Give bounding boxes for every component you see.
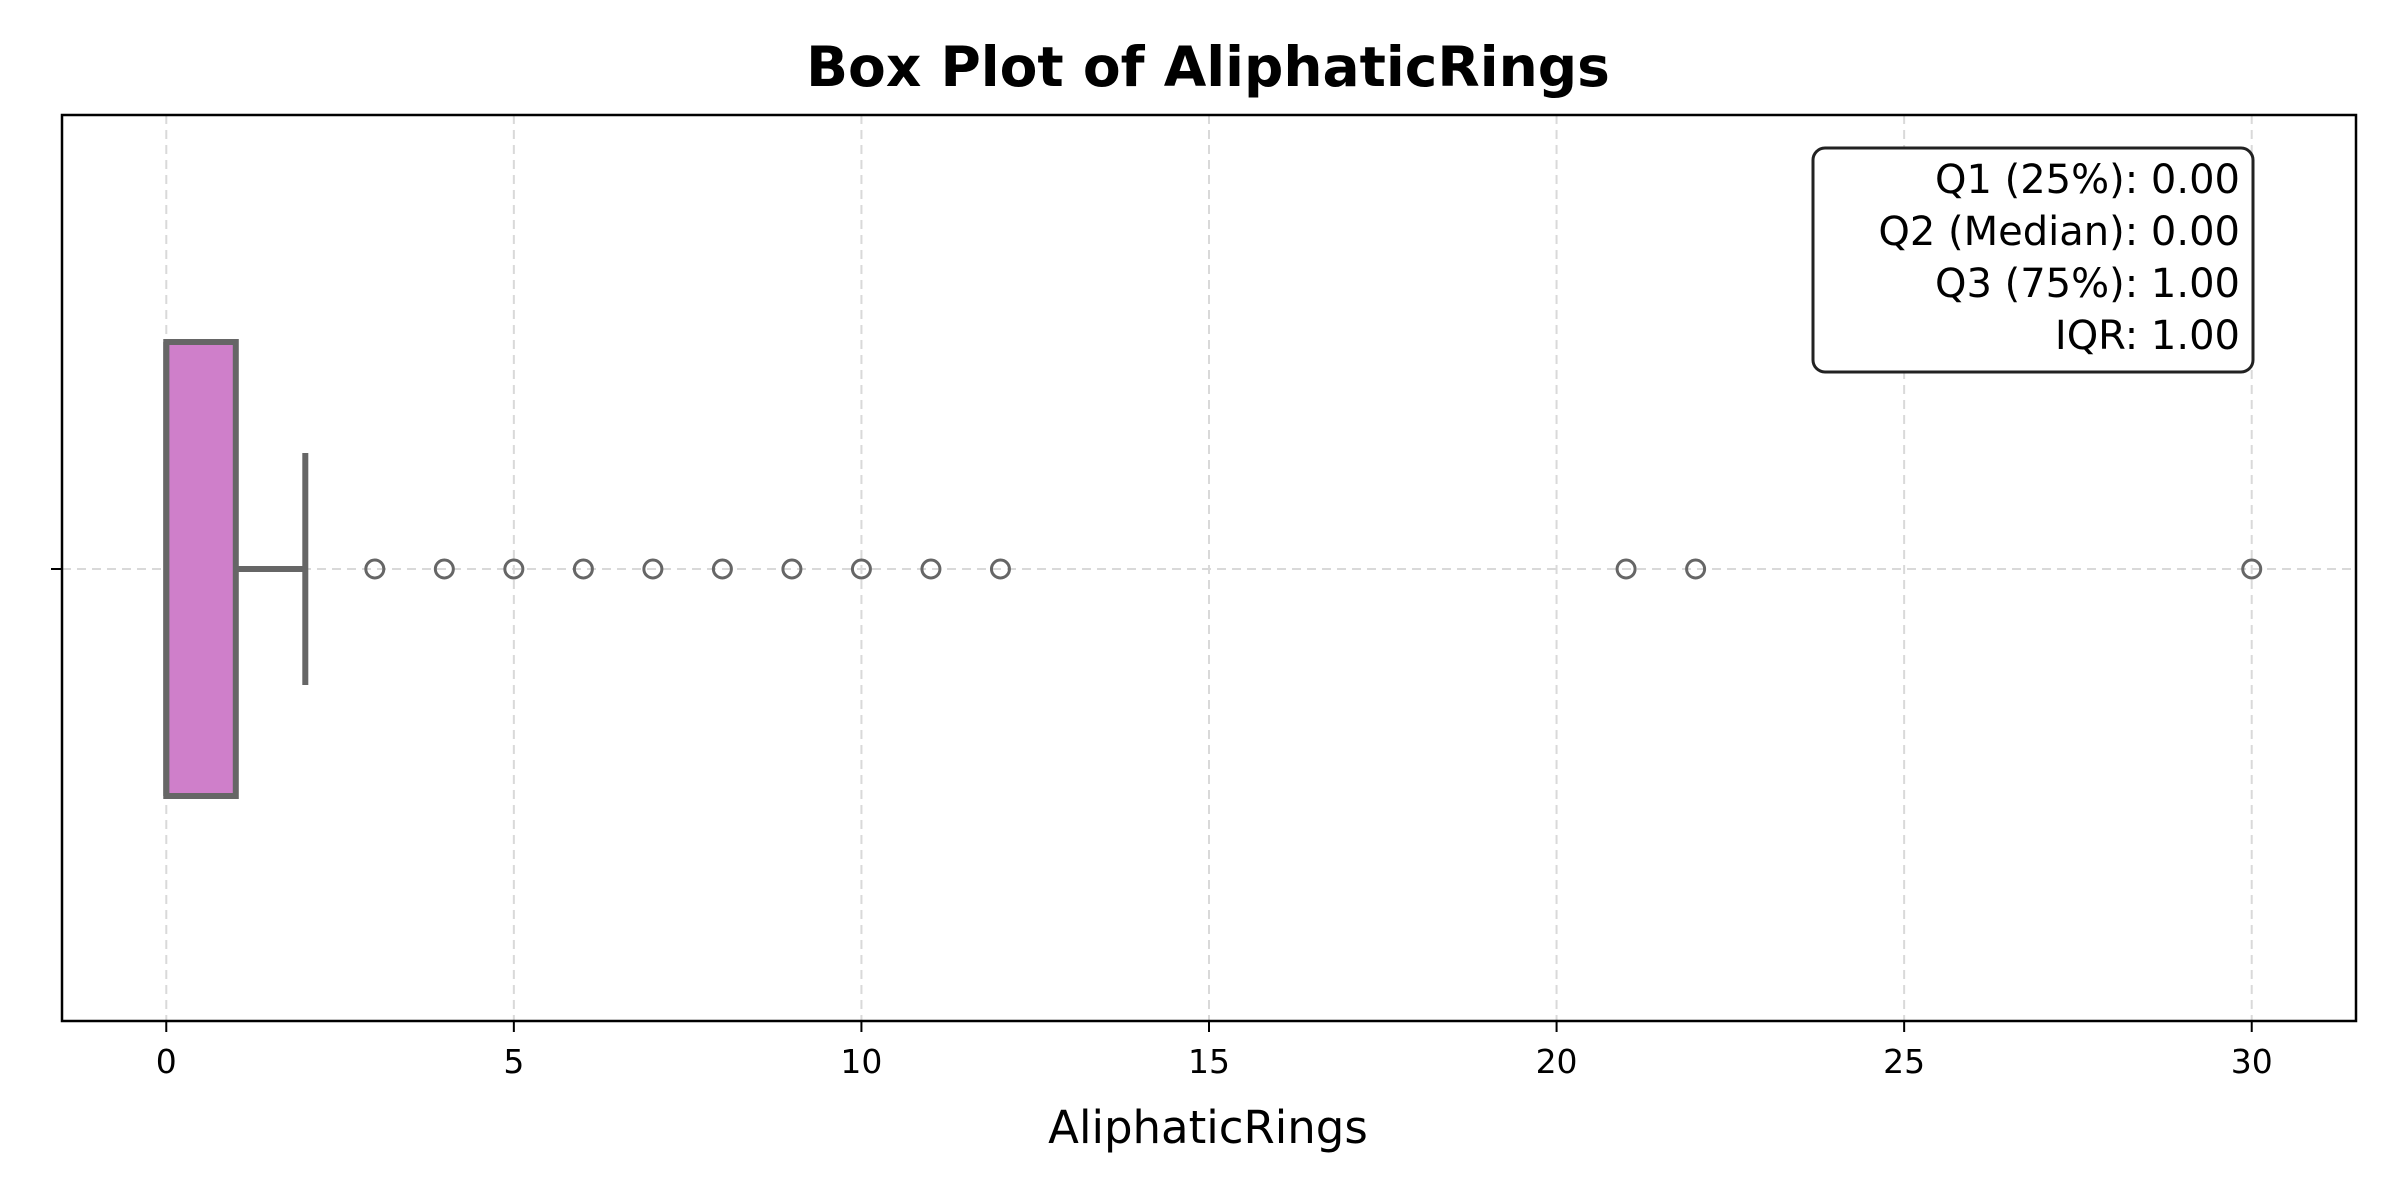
- stats-iqr-label: IQR: 1.00: [2055, 313, 2240, 359]
- x-axis-title: AliphaticRings: [1048, 1101, 1368, 1154]
- stats-box-frame: [1811, 146, 2255, 374]
- x-tick-label: 10: [840, 1042, 882, 1081]
- outlier-point: [1685, 558, 1707, 580]
- outlier-point: [572, 558, 594, 580]
- outlier-point: [433, 558, 455, 580]
- outlier-point: [850, 558, 872, 580]
- iqr-box: [163, 339, 239, 799]
- outlier-point: [2241, 558, 2263, 580]
- stats-q1-label: Q1 (25%): 0.00: [1935, 157, 2240, 203]
- x-tick-label: 5: [503, 1042, 524, 1081]
- x-tick-label: 20: [1536, 1042, 1578, 1081]
- x-tick-label: 15: [1188, 1042, 1230, 1081]
- x-tick-label: 30: [2231, 1042, 2273, 1081]
- outlier-point: [503, 558, 525, 580]
- x-axis: 0 5 10 15 20 25 30: [51, 568, 2273, 1081]
- outlier-point: [781, 558, 803, 580]
- x-tick-label: 0: [156, 1042, 177, 1081]
- outlier-point: [364, 558, 386, 580]
- outlier-point: [920, 558, 942, 580]
- stats-median-label: Q2 (Median): 0.00: [1878, 209, 2240, 255]
- outlier-point: [989, 558, 1011, 580]
- x-tick-label: 25: [1883, 1042, 1925, 1081]
- plot-layer: [163, 339, 2263, 799]
- stats-annotation-box: Q1 (25%): 0.00 Q2 (Median): 0.00 Q3 (75%…: [1811, 146, 2255, 374]
- chart-title: Box Plot of AliphaticRings: [806, 35, 1610, 99]
- stats-q3-label: Q3 (75%): 1.00: [1935, 261, 2240, 307]
- outlier-point: [711, 558, 733, 580]
- outlier-point: [642, 558, 664, 580]
- outlier-point: [1615, 558, 1637, 580]
